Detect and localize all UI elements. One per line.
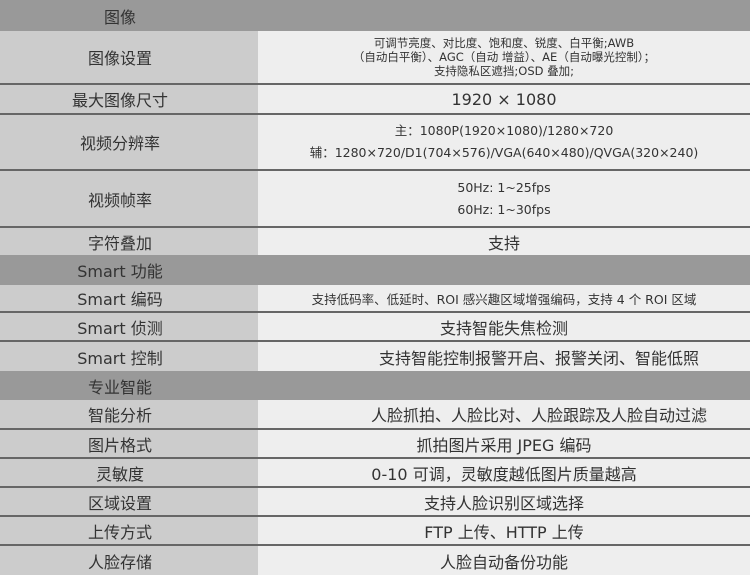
value-line: 50Hz: 1~25fps — [457, 179, 551, 195]
table-row: Smart 编码 支持低码率、低延时、ROI 感兴趣区域增强编码，支持 4 个 R… — [0, 285, 750, 313]
row-value: 支持 — [258, 228, 750, 255]
table-row: 字符叠加 支持 — [0, 228, 750, 255]
row-value: 人脸抓拍、人脸比对、人脸跟踪及人脸自动过滤 — [258, 400, 750, 428]
row-label: Smart 编码 — [0, 285, 258, 311]
value-line: 60Hz: 1~30fps — [457, 201, 551, 217]
section-image: 图像 — [0, 0, 750, 31]
value-line: （自动白平衡）、AGC（自动 增益）、AE（自动曝光控制）； — [352, 50, 656, 64]
section-smart: Smart 功能 — [0, 255, 750, 285]
table-row: Smart 侦测 支持智能失焦检测 — [0, 313, 750, 342]
row-value: 50Hz: 1~25fps 60Hz: 1~30fps — [258, 171, 750, 226]
row-label: 图像设置 — [0, 31, 258, 83]
row-label: 人脸存储 — [0, 546, 258, 575]
table-row: 视频分辨率 主：1080P(1920×1080)/1280×720 辅：1280×7… — [0, 115, 750, 171]
row-label: 图片格式 — [0, 430, 258, 457]
table-row: 人脸存储 人脸自动备份功能 — [0, 546, 750, 575]
row-value: FTP 上传、HTTP 上传 — [258, 517, 750, 544]
row-label: 最大图像尺寸 — [0, 85, 258, 113]
row-label: 灵敏度 — [0, 459, 258, 486]
section-pro-intelligence: 专业智能 — [0, 371, 750, 400]
row-value: 支持人脸识别区域选择 — [258, 488, 750, 515]
table-row: 上传方式 FTP 上传、HTTP 上传 — [0, 517, 750, 546]
row-value: 主：1080P(1920×1080)/1280×720 辅：1280×720/D1… — [258, 115, 750, 169]
row-value: 1920 × 1080 — [258, 85, 750, 113]
row-label: Smart 控制 — [0, 342, 258, 371]
value-line: 主：1080P(1920×1080)/1280×720 — [394, 123, 614, 138]
row-label: 上传方式 — [0, 517, 258, 544]
row-label: 智能分析 — [0, 400, 258, 428]
row-value: 可调节亮度、对比度、饱和度、锐度、白平衡;AWB （自动白平衡）、AGC（自动 增… — [258, 31, 750, 83]
row-label: 视频分辨率 — [0, 115, 258, 169]
row-value: 人脸自动备份功能 — [258, 546, 750, 575]
section-label: 图像 — [0, 0, 258, 31]
value-line: 辅：1280×720/D1(704×576)/VGA(640×480)/QVGA… — [309, 145, 699, 160]
table-row: 最大图像尺寸 1920 × 1080 — [0, 85, 750, 115]
row-value: 支持智能控制报警开启、报警关闭、智能低照 — [258, 342, 750, 371]
table-row: 图像设置 可调节亮度、对比度、饱和度、锐度、白平衡;AWB （自动白平衡）、AGC（… — [0, 31, 750, 85]
table-row: 区域设置 支持人脸识别区域选择 — [0, 488, 750, 517]
row-label: 字符叠加 — [0, 228, 258, 255]
value-line: 可调节亮度、对比度、饱和度、锐度、白平衡;AWB — [373, 36, 635, 50]
section-label: Smart 功能 — [0, 255, 258, 285]
table-row: Smart 控制 支持智能控制报警开启、报警关闭、智能低照 — [0, 342, 750, 371]
table-row: 视频帧率 50Hz: 1~25fps 60Hz: 1~30fps — [0, 171, 750, 228]
table-row: 智能分析 人脸抓拍、人脸比对、人脸跟踪及人脸自动过滤 — [0, 400, 750, 430]
row-label: 视频帧率 — [0, 171, 258, 226]
row-label: 区域设置 — [0, 488, 258, 515]
row-value: 0-10 可调，灵敏度越低图片质量越高 — [258, 459, 750, 486]
row-label: Smart 侦测 — [0, 313, 258, 340]
table-row: 图片格式 抓拍图片采用 JPEG 编码 — [0, 430, 750, 459]
row-value: 支持智能失焦检测 — [258, 313, 750, 340]
table-row: 灵敏度 0-10 可调，灵敏度越低图片质量越高 — [0, 459, 750, 488]
row-value: 支持低码率、低延时、ROI 感兴趣区域增强编码，支持 4 个 ROI 区域 — [258, 285, 750, 311]
section-label: 专业智能 — [0, 371, 258, 400]
row-value: 抓拍图片采用 JPEG 编码 — [258, 430, 750, 457]
value-line: 支持隐私区遮挡;OSD 叠加; — [433, 64, 575, 78]
